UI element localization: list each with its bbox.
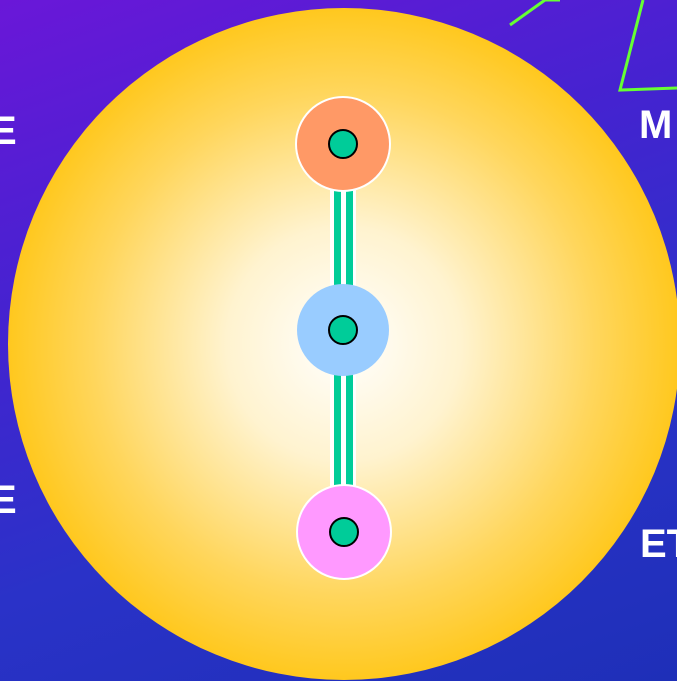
top-right-outline-shape [618,0,677,92]
top-node-core [328,129,358,159]
link-middle-bottom [330,372,356,490]
top-outline-shape [509,0,560,27]
bottom-node-core [329,517,359,547]
right-bottom-label: ET [640,522,677,566]
top-node [295,96,391,192]
middle-node [297,284,389,376]
middle-node-core [328,315,358,345]
right-top-label: M [639,103,673,147]
left-bottom-label: E [0,478,17,522]
link-top-middle [330,185,356,287]
bottom-node [296,484,392,580]
left-top-label: E [0,109,17,153]
